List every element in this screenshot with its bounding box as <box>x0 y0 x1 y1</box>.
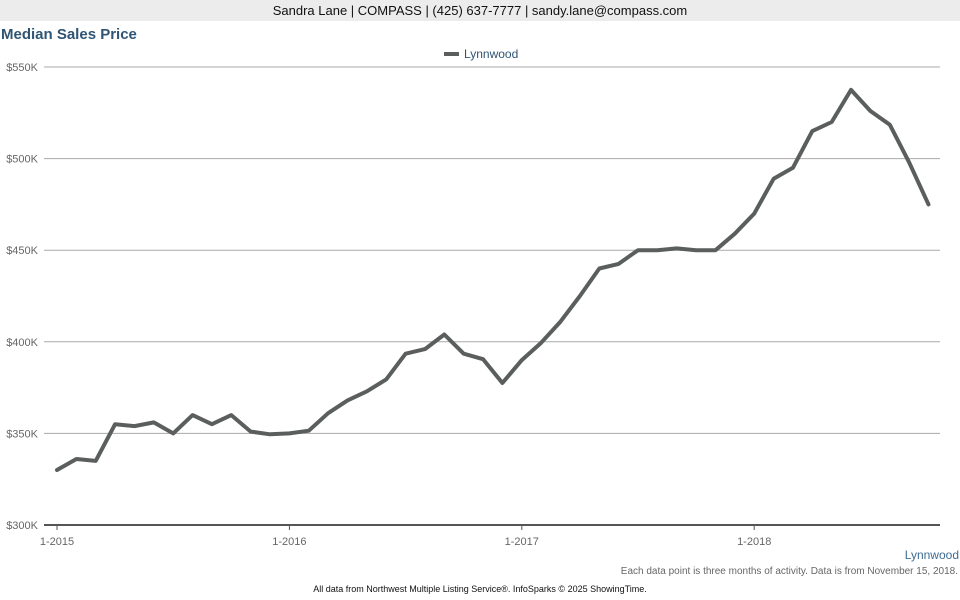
y-tick-label: $550K <box>6 62 38 74</box>
x-tick-label: 1-2016 <box>272 536 306 548</box>
gridlines <box>44 66 940 434</box>
y-tick-label: $350K <box>6 428 38 440</box>
y-tick-label: $300K <box>6 520 38 532</box>
x-tick-label: 1-2015 <box>40 536 74 548</box>
data-note: Each data point is three months of activ… <box>620 566 958 577</box>
contact-header: Sandra Lane | COMPASS | (425) 637-7777 |… <box>0 0 960 21</box>
series-line-lynnwood <box>55 87 931 472</box>
x-tick-label: 1-2018 <box>737 536 771 548</box>
y-tick-label: $500K <box>6 154 38 166</box>
legend-label: Lynnwood <box>464 47 518 61</box>
y-tick-label: $450K <box>6 245 38 257</box>
y-tick-label: $400K <box>6 337 38 349</box>
series-layer <box>55 87 931 472</box>
x-tick-label: 1-2017 <box>505 536 539 548</box>
footer-credit: All data from Northwest Multiple Listing… <box>313 584 647 594</box>
axes: $300K $350K $400K $450K $500K $550K 1-2015 1-20… <box>6 62 940 548</box>
legend: Lynnwood <box>444 47 518 61</box>
region-label: Lynnwood <box>904 548 959 562</box>
chart-title: Median Sales Price <box>1 26 137 43</box>
